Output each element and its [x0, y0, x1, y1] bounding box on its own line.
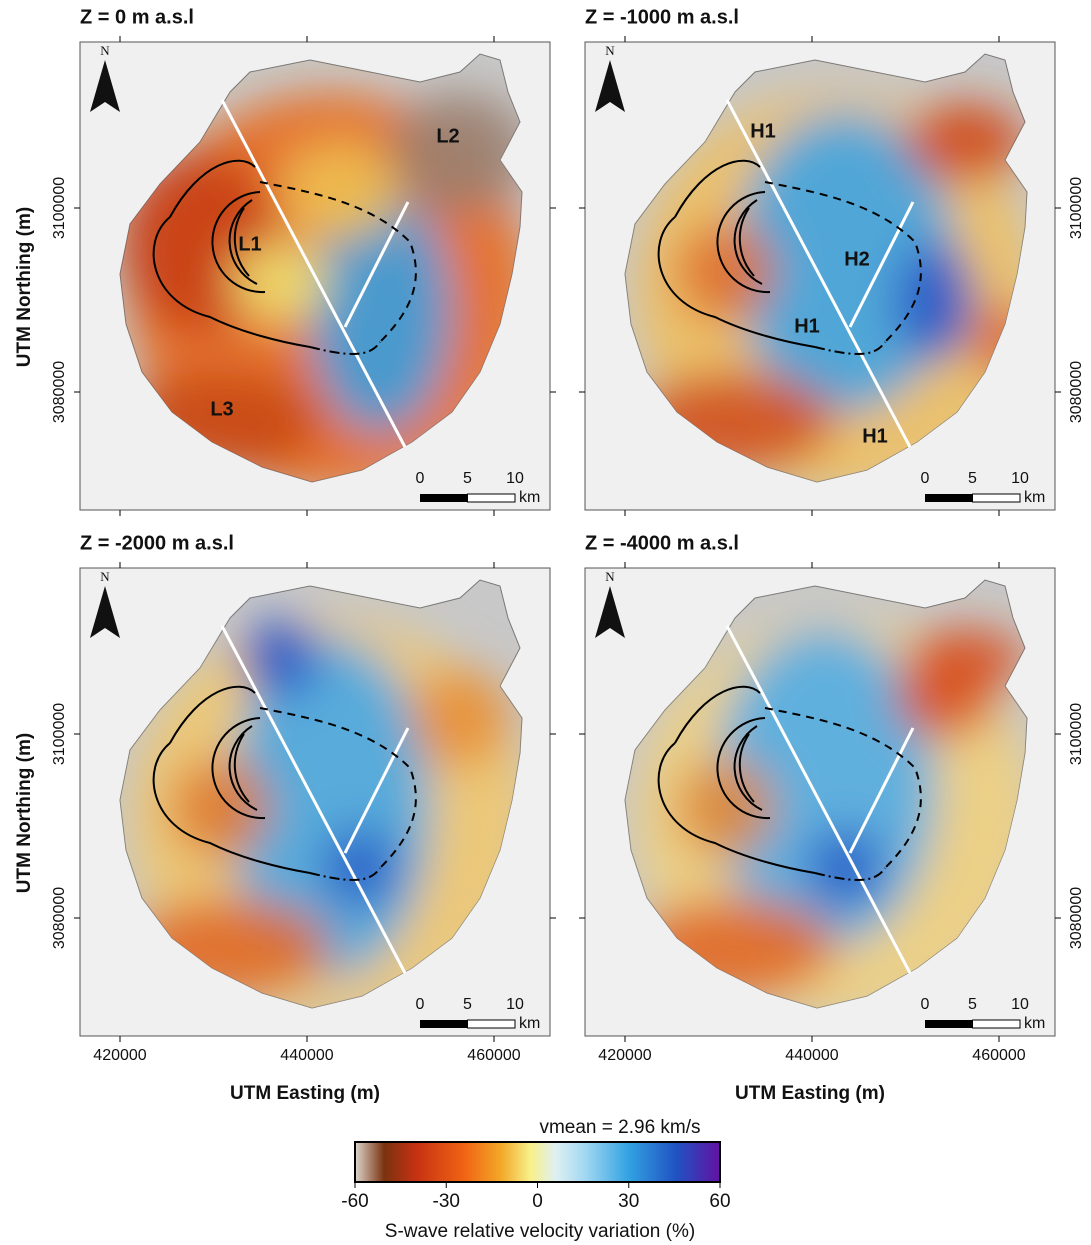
velocity-blob [280, 142, 400, 242]
colorbar-label: S-wave relative velocity variation (%) [385, 1221, 695, 1242]
scale-tick-label: 5 [968, 996, 977, 1013]
map-label: H1 [750, 120, 776, 142]
x-tick-label: 460000 [467, 1047, 520, 1064]
map-label: L3 [210, 398, 233, 420]
north-label: N [100, 43, 110, 58]
y-tick-label: 3080000 [51, 361, 68, 423]
scale-tick-label: 5 [968, 470, 977, 487]
scale-bar-black [925, 494, 973, 502]
y-tick-label: 3080000 [51, 887, 68, 949]
map-label: L2 [436, 125, 459, 147]
x-tick-label: 420000 [93, 1047, 146, 1064]
colorbar-tick-label: 30 [618, 1191, 639, 1212]
x-tick-label: 440000 [280, 1047, 333, 1064]
scale-tick-label: 0 [416, 996, 425, 1013]
colorbar-title: vmean = 2.96 km/s [539, 1117, 700, 1138]
scale-bar-white [973, 1020, 1021, 1028]
scale-tick-label: 0 [416, 470, 425, 487]
colorbar-tick-label: 0 [532, 1191, 543, 1212]
velocity-blob [320, 828, 400, 908]
y-tick-label: 3100000 [1068, 177, 1085, 239]
panel-title: Z = -1000 m a.s.l [585, 6, 739, 28]
y-tick-label: 3100000 [1068, 703, 1085, 765]
scale-tick-label: 5 [463, 470, 472, 487]
y-axis-label: UTM Northing (m) [14, 733, 35, 893]
x-axis-label: UTM Easting (m) [230, 1083, 380, 1104]
y-tick-label: 3080000 [1068, 887, 1085, 949]
north-label: N [605, 569, 615, 584]
panel-title: Z = -4000 m a.s.l [585, 532, 739, 554]
scale-bar-black [925, 1020, 973, 1028]
north-label: N [100, 569, 110, 584]
scale-bar-white [468, 494, 516, 502]
north-label: N [605, 43, 615, 58]
velocity-blob [410, 668, 510, 768]
map-label: L1 [238, 233, 261, 255]
panel-title: Z = -2000 m a.s.l [80, 532, 234, 554]
map-panel: N 0 5 10 km 420000 440000 460000 3080000 3100000 U… [579, 562, 1085, 1104]
velocity-blob [905, 628, 1025, 688]
scale-bar-black [420, 1020, 468, 1028]
y-tick-label: 3080000 [1068, 361, 1085, 423]
map-label: H1 [794, 315, 820, 337]
velocity-blob [905, 102, 1025, 182]
map-panel: N L2 L1 L3 0 5 10 km 3080000 3100000 UTM Northing … [14, 36, 556, 516]
map-label: H2 [844, 248, 870, 270]
scale-bar-black [420, 494, 468, 502]
x-axis-label: UTM Easting (m) [735, 1083, 885, 1104]
scale-tick-label: 10 [506, 470, 524, 487]
scale-tick-label: 0 [921, 470, 930, 487]
scale-tick-label: 10 [506, 996, 524, 1013]
colorbar [355, 1142, 720, 1182]
scale-unit: km [519, 1015, 540, 1032]
velocity-blob [895, 242, 975, 362]
y-tick-label: 3100000 [51, 703, 68, 765]
scale-unit: km [1024, 1015, 1045, 1032]
map-panel: N H1 H2 H1 H1 0 5 10 km 3080000 3100000 [579, 36, 1085, 516]
y-tick-label: 3100000 [51, 177, 68, 239]
y-axis-label: UTM Northing (m) [14, 207, 35, 367]
scale-tick-label: 10 [1011, 996, 1029, 1013]
map-panel: N 0 5 10 km 420000 440000 460000 3080000 3100000 U… [14, 562, 556, 1104]
map-label: H1 [862, 425, 888, 447]
scale-tick-label: 5 [463, 996, 472, 1013]
velocity-blob [805, 828, 885, 908]
x-tick-label: 440000 [785, 1047, 838, 1064]
scale-unit: km [1024, 489, 1045, 506]
x-tick-label: 420000 [598, 1047, 651, 1064]
colorbar-tick-label: -30 [433, 1191, 460, 1212]
scale-tick-label: 0 [921, 996, 930, 1013]
scale-tick-label: 10 [1011, 470, 1029, 487]
scale-bar-white [468, 1020, 516, 1028]
scale-bar-white [973, 494, 1021, 502]
x-tick-label: 460000 [972, 1047, 1025, 1064]
colorbar-tick-label: 60 [709, 1191, 730, 1212]
scale-unit: km [519, 489, 540, 506]
figure: Z = 0 m a.s.l N L2 L1 L3 0 5 10 km 3080000 3100000… [0, 0, 1091, 1245]
colorbar-tick-label: -60 [341, 1191, 368, 1212]
panel-title: Z = 0 m a.s.l [80, 6, 194, 28]
